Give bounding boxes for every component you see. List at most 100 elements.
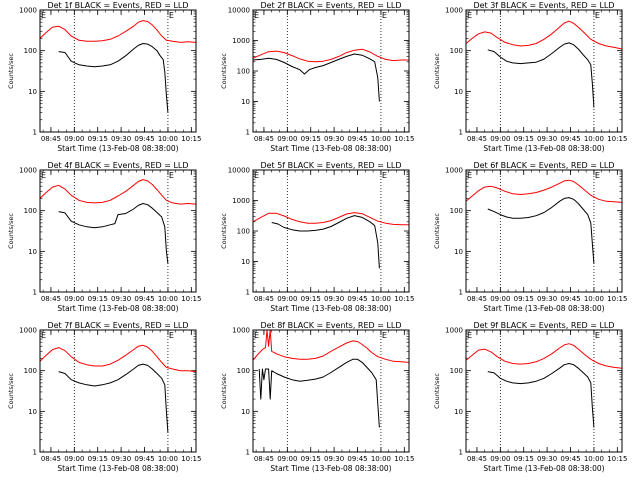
y-tick-label: 10 <box>454 408 463 416</box>
plot-frame <box>465 329 623 453</box>
marker-label: E <box>169 171 174 180</box>
marker-label: E <box>169 331 174 340</box>
lld-series-line <box>465 343 623 369</box>
y-tick-label: 1000 <box>232 197 250 205</box>
marker-label: E <box>382 171 387 180</box>
x-tick-label: 09:30 <box>324 135 344 143</box>
x-axis-label: Start Time (13-Feb-08 08:38:00) <box>270 304 391 313</box>
marker-label: E <box>467 11 472 20</box>
x-tick-label: 09:30 <box>111 295 131 303</box>
x-tick-label: 09:45 <box>134 295 154 303</box>
lld-series-line <box>39 344 197 373</box>
y-tick-label: 10000 <box>228 167 250 175</box>
chart-title: Det 9f BLACK = Events, RED = LLD <box>473 321 614 330</box>
y-tick-label: 100 <box>450 47 463 55</box>
chart-title: Det 4f BLACK = Events, RED = LLD <box>47 161 188 170</box>
events-series-line <box>58 363 169 433</box>
y-tick-label: 100 <box>24 367 37 375</box>
plot-frame <box>39 169 197 293</box>
plot-frame <box>39 329 197 453</box>
marker-label: E <box>382 331 387 340</box>
x-tick-label: 09:30 <box>111 455 131 463</box>
events-series-line <box>487 197 595 264</box>
lld-series-line <box>39 179 197 205</box>
y-tick-label: 1 <box>33 449 37 457</box>
x-tick-label: 09:30 <box>537 135 557 143</box>
x-tick-label: 09:00 <box>277 135 297 143</box>
x-tick-label: 09:45 <box>347 455 367 463</box>
marker-label: E <box>41 11 46 20</box>
plot-frame <box>252 9 410 133</box>
x-tick-label: 10:15 <box>607 295 627 303</box>
events-series-line <box>487 363 595 428</box>
lld-series-line <box>465 179 623 203</box>
y-axis-label: Counts/sec <box>220 53 228 89</box>
x-tick-label: 09:15 <box>514 455 534 463</box>
x-tick-label: 09:00 <box>277 295 297 303</box>
y-tick-label: 10 <box>28 408 37 416</box>
y-axis-label: Counts/sec <box>220 373 228 409</box>
x-tick-label: 09:00 <box>277 455 297 463</box>
x-tick-label: 09:45 <box>347 135 367 143</box>
x-tick-label: 09:15 <box>301 295 321 303</box>
y-tick-label: 10 <box>241 258 250 266</box>
plot-frame <box>465 169 623 293</box>
x-axis-label: Start Time (13-Feb-08 08:38:00) <box>57 464 178 473</box>
x-tick-label: 09:30 <box>537 455 557 463</box>
x-tick-label: 10:15 <box>181 135 201 143</box>
x-tick-label: 09:15 <box>301 455 321 463</box>
y-tick-label: 1 <box>246 449 250 457</box>
x-tick-label: 10:15 <box>394 295 414 303</box>
y-axis-label: Counts/sec <box>7 373 15 409</box>
y-tick-label: 10 <box>28 88 37 96</box>
marker-label: E <box>382 11 387 20</box>
x-tick-label: 09:00 <box>490 455 510 463</box>
plot-frame <box>465 9 623 133</box>
chart-title: Det 3f BLACK = Events, RED = LLD <box>473 1 614 10</box>
x-tick-label: 09:15 <box>88 455 108 463</box>
chart-panel-6: Det 6f BLACK = Events, RED = LLD Counts/s… <box>433 161 627 313</box>
x-tick-label: 10:00 <box>158 135 178 143</box>
y-tick-label: 100 <box>450 367 463 375</box>
x-tick-label: 10:15 <box>181 295 201 303</box>
events-series-line <box>58 203 169 264</box>
events-series-line <box>58 43 169 113</box>
y-tick-label: 1 <box>459 129 463 137</box>
y-tick-label: 1 <box>246 129 250 137</box>
y-tick-label: 1 <box>33 289 37 297</box>
y-axis-label: Counts/sec <box>433 53 441 89</box>
x-tick-label: 09:45 <box>134 455 154 463</box>
y-tick-label: 1 <box>33 129 37 137</box>
y-axis-label: Counts/sec <box>7 213 15 249</box>
events-series-line <box>258 358 380 428</box>
x-tick-label: 09:30 <box>111 135 131 143</box>
x-tick-label: 09:00 <box>64 455 84 463</box>
marker-label: E <box>41 171 46 180</box>
y-tick-label: 1 <box>459 449 463 457</box>
marker-label: E <box>254 11 259 20</box>
x-tick-label: 10:00 <box>584 455 604 463</box>
events-series-line <box>252 53 380 102</box>
x-tick-label: 10:00 <box>371 135 391 143</box>
y-tick-label: 1000 <box>445 327 463 335</box>
x-tick-label: 08:45 <box>254 135 274 143</box>
y-axis-label: Counts/sec <box>433 213 441 249</box>
y-tick-label: 100 <box>24 47 37 55</box>
x-tick-label: 10:00 <box>584 135 604 143</box>
x-axis-label: Start Time (13-Feb-08 08:38:00) <box>483 144 604 153</box>
marker-label: E <box>595 11 600 20</box>
y-tick-label: 1000 <box>445 167 463 175</box>
x-axis-label: Start Time (13-Feb-08 08:38:00) <box>57 144 178 153</box>
x-axis-label: Start Time (13-Feb-08 08:38:00) <box>270 144 391 153</box>
events-series-line <box>487 42 595 108</box>
x-tick-label: 10:00 <box>371 455 391 463</box>
x-tick-label: 09:00 <box>64 135 84 143</box>
x-axis-label: Start Time (13-Feb-08 08:38:00) <box>270 464 391 473</box>
plot-frame <box>252 169 410 293</box>
chart-title: Det 2f BLACK = Events, RED = LLD <box>260 1 401 10</box>
y-axis-label: Counts/sec <box>220 213 228 249</box>
lld-series-line <box>252 329 410 363</box>
marker-label: E <box>254 331 259 340</box>
y-tick-label: 1 <box>246 289 250 297</box>
